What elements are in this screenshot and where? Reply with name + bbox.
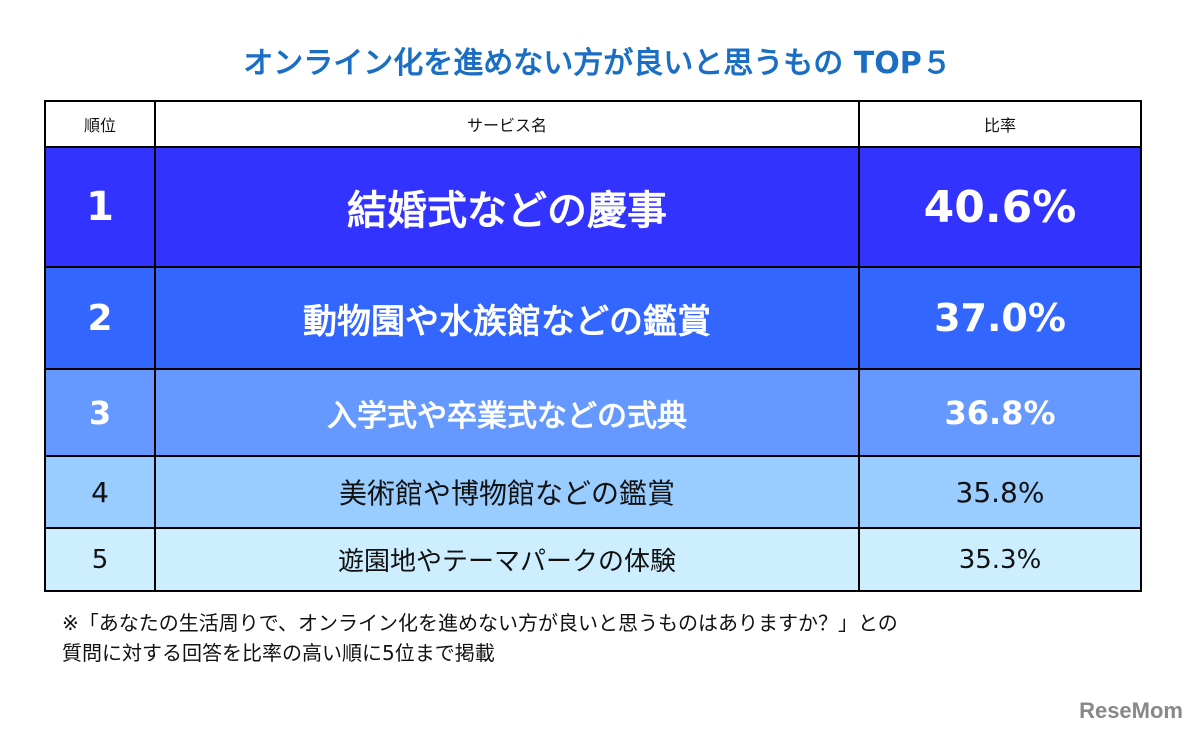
service-cell: 入学式や卒業式などの式典 [154, 368, 860, 457]
table-row: 4 美術館や博物館などの鑑賞 35.8% [44, 455, 1142, 529]
rank-cell: 5 [44, 527, 156, 592]
rank-cell: 2 [44, 266, 156, 370]
chart-title: オンライン化を進めない方が良いと思うもの TOP５ [243, 46, 952, 81]
resemom-logo: ReseMom [1079, 698, 1183, 723]
service-cell: 結婚式などの慶事 [154, 146, 860, 268]
footnote-line-1: ※「あなたの生活周りで、オンライン化を進めない方が良いと思うものはありますか？」… [62, 611, 898, 635]
header-service: サービス名 [154, 100, 860, 148]
rate-cell: 35.8% [858, 455, 1142, 529]
ranking-table: 順位 サービス名 比率 1 結婚式などの慶事 40.6% 2 動物園や水族館など… [44, 100, 1142, 592]
rate-cell: 37.0% [858, 266, 1142, 370]
rate-cell: 36.8% [858, 368, 1142, 457]
rate-cell: 35.3% [858, 527, 1142, 592]
service-cell: 美術館や博物館などの鑑賞 [154, 455, 860, 529]
rate-cell: 40.6% [858, 146, 1142, 268]
service-cell: 動物園や水族館などの鑑賞 [154, 266, 860, 370]
footnote: ※「あなたの生活周りで、オンライン化を進めない方が良いと思うものはありますか？」… [62, 608, 898, 668]
table-row: 2 動物園や水族館などの鑑賞 37.0% [44, 266, 1142, 370]
table-row: 3 入学式や卒業式などの式典 36.8% [44, 368, 1142, 457]
rank-cell: 3 [44, 368, 156, 457]
service-cell: 遊園地やテーマパークの体験 [154, 527, 860, 592]
header-rate: 比率 [858, 100, 1142, 148]
header-rank: 順位 [44, 100, 156, 148]
rank-cell: 1 [44, 146, 156, 268]
rank-cell: 4 [44, 455, 156, 529]
table-header-row: 順位 サービス名 比率 [44, 100, 1142, 148]
table-row: 5 遊園地やテーマパークの体験 35.3% [44, 527, 1142, 592]
footnote-line-2: 質問に対する回答を比率の高い順に5位まで掲載 [62, 641, 495, 665]
table-row: 1 結婚式などの慶事 40.6% [44, 146, 1142, 268]
